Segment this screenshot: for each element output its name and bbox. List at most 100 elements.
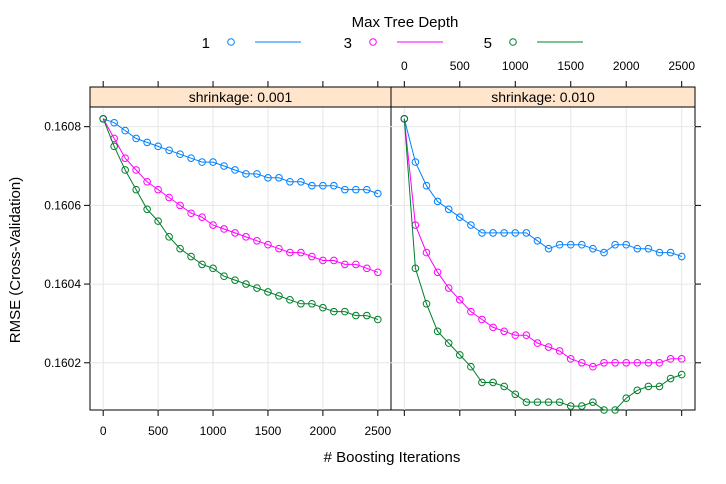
x-tick-label: 1000 <box>502 59 529 73</box>
data-point <box>198 213 206 221</box>
data-point <box>578 240 586 249</box>
data-point <box>478 378 486 387</box>
data-point <box>677 370 686 379</box>
data-point <box>297 299 305 308</box>
data-point <box>522 331 531 340</box>
data-point <box>555 347 564 355</box>
x-tick-label: 0 <box>100 424 107 438</box>
data-point <box>220 225 228 233</box>
data-point <box>478 229 486 237</box>
y-tick-label: 0.1606 <box>44 198 81 212</box>
panel-strip <box>390 86 696 108</box>
data-point <box>121 154 129 162</box>
data-point <box>633 358 642 367</box>
data-point <box>363 311 371 320</box>
legend-marker <box>227 38 235 46</box>
legend-label: 3 <box>344 35 352 52</box>
data-point <box>511 229 520 237</box>
data-point <box>286 248 294 257</box>
series-3 <box>400 115 686 371</box>
grid <box>90 107 695 410</box>
data-point <box>176 201 184 210</box>
data-point <box>533 236 542 245</box>
data-point <box>422 181 431 190</box>
data-point <box>264 240 272 249</box>
data-point <box>677 355 686 363</box>
data-point <box>444 205 453 214</box>
data-point <box>341 260 349 269</box>
x-tick-label: 500 <box>450 59 470 73</box>
legend-entry: 3 <box>344 35 443 52</box>
data-point <box>209 158 217 166</box>
data-point <box>143 205 151 214</box>
series-line <box>102 118 378 273</box>
y-axis-label: RMSE (Cross-Validation) <box>7 177 24 343</box>
data-point <box>444 284 453 292</box>
legend-title: Max Tree Depth <box>352 14 459 31</box>
data-point <box>411 264 420 273</box>
data-point <box>132 166 140 174</box>
x-tick-label: 2000 <box>310 424 337 438</box>
data-point <box>444 339 453 347</box>
data-point <box>566 402 575 410</box>
data-point <box>176 150 184 159</box>
data-point <box>489 378 497 387</box>
data-point <box>611 240 619 249</box>
data-point <box>600 406 608 414</box>
data-point <box>198 260 206 269</box>
data-point <box>644 244 653 253</box>
data-point <box>363 185 371 194</box>
panel-frames <box>89 86 696 411</box>
legend: Max Tree Depth 1 3 5 <box>202 14 583 52</box>
data-point <box>165 193 173 202</box>
panel-strip-label: shrinkage: 0.001 <box>189 89 293 105</box>
data-point <box>633 244 642 253</box>
legend-entry: 1 <box>202 35 301 52</box>
data-point <box>578 358 586 367</box>
axes: 0 500 1000 1500 2000 2500 0 500 1000 1500 2000 2500… <box>44 59 701 438</box>
data-point <box>566 240 575 249</box>
data-point <box>297 248 305 257</box>
data-point <box>478 315 486 324</box>
series-line <box>403 118 682 411</box>
legend-entry: 5 <box>484 35 583 52</box>
data-point <box>655 358 664 367</box>
data-point <box>121 166 129 174</box>
data-point <box>589 244 597 253</box>
data-point <box>231 166 239 174</box>
series-3 <box>99 115 382 277</box>
series-line <box>403 118 682 257</box>
data-point <box>110 118 118 127</box>
data-point <box>231 276 239 284</box>
data-point <box>264 174 272 182</box>
data-point <box>500 229 508 237</box>
data-point <box>352 311 360 320</box>
series-layer <box>99 115 686 414</box>
data-point <box>455 351 464 359</box>
legend-marker <box>369 38 377 46</box>
series-line <box>102 118 378 320</box>
data-point <box>165 233 173 241</box>
data-point <box>600 358 608 367</box>
y-tick-label: 0.1602 <box>44 356 81 370</box>
series-5 <box>99 115 382 324</box>
data-point <box>132 185 140 194</box>
data-point <box>433 197 442 206</box>
data-point <box>242 233 250 241</box>
data-point <box>330 307 338 316</box>
data-point <box>110 142 118 151</box>
data-point <box>644 382 653 391</box>
data-point <box>555 398 564 406</box>
y-tick-label: 0.1604 <box>44 277 81 291</box>
data-point <box>209 221 217 229</box>
data-point <box>533 339 542 347</box>
data-point <box>467 362 475 371</box>
data-point <box>143 177 151 186</box>
data-point <box>400 115 409 123</box>
data-point <box>666 248 675 257</box>
x-tick-label: 2500 <box>364 424 391 438</box>
data-point <box>242 170 250 178</box>
x-tick-label: 2000 <box>613 59 640 73</box>
x-tick-label: 1500 <box>557 59 584 73</box>
